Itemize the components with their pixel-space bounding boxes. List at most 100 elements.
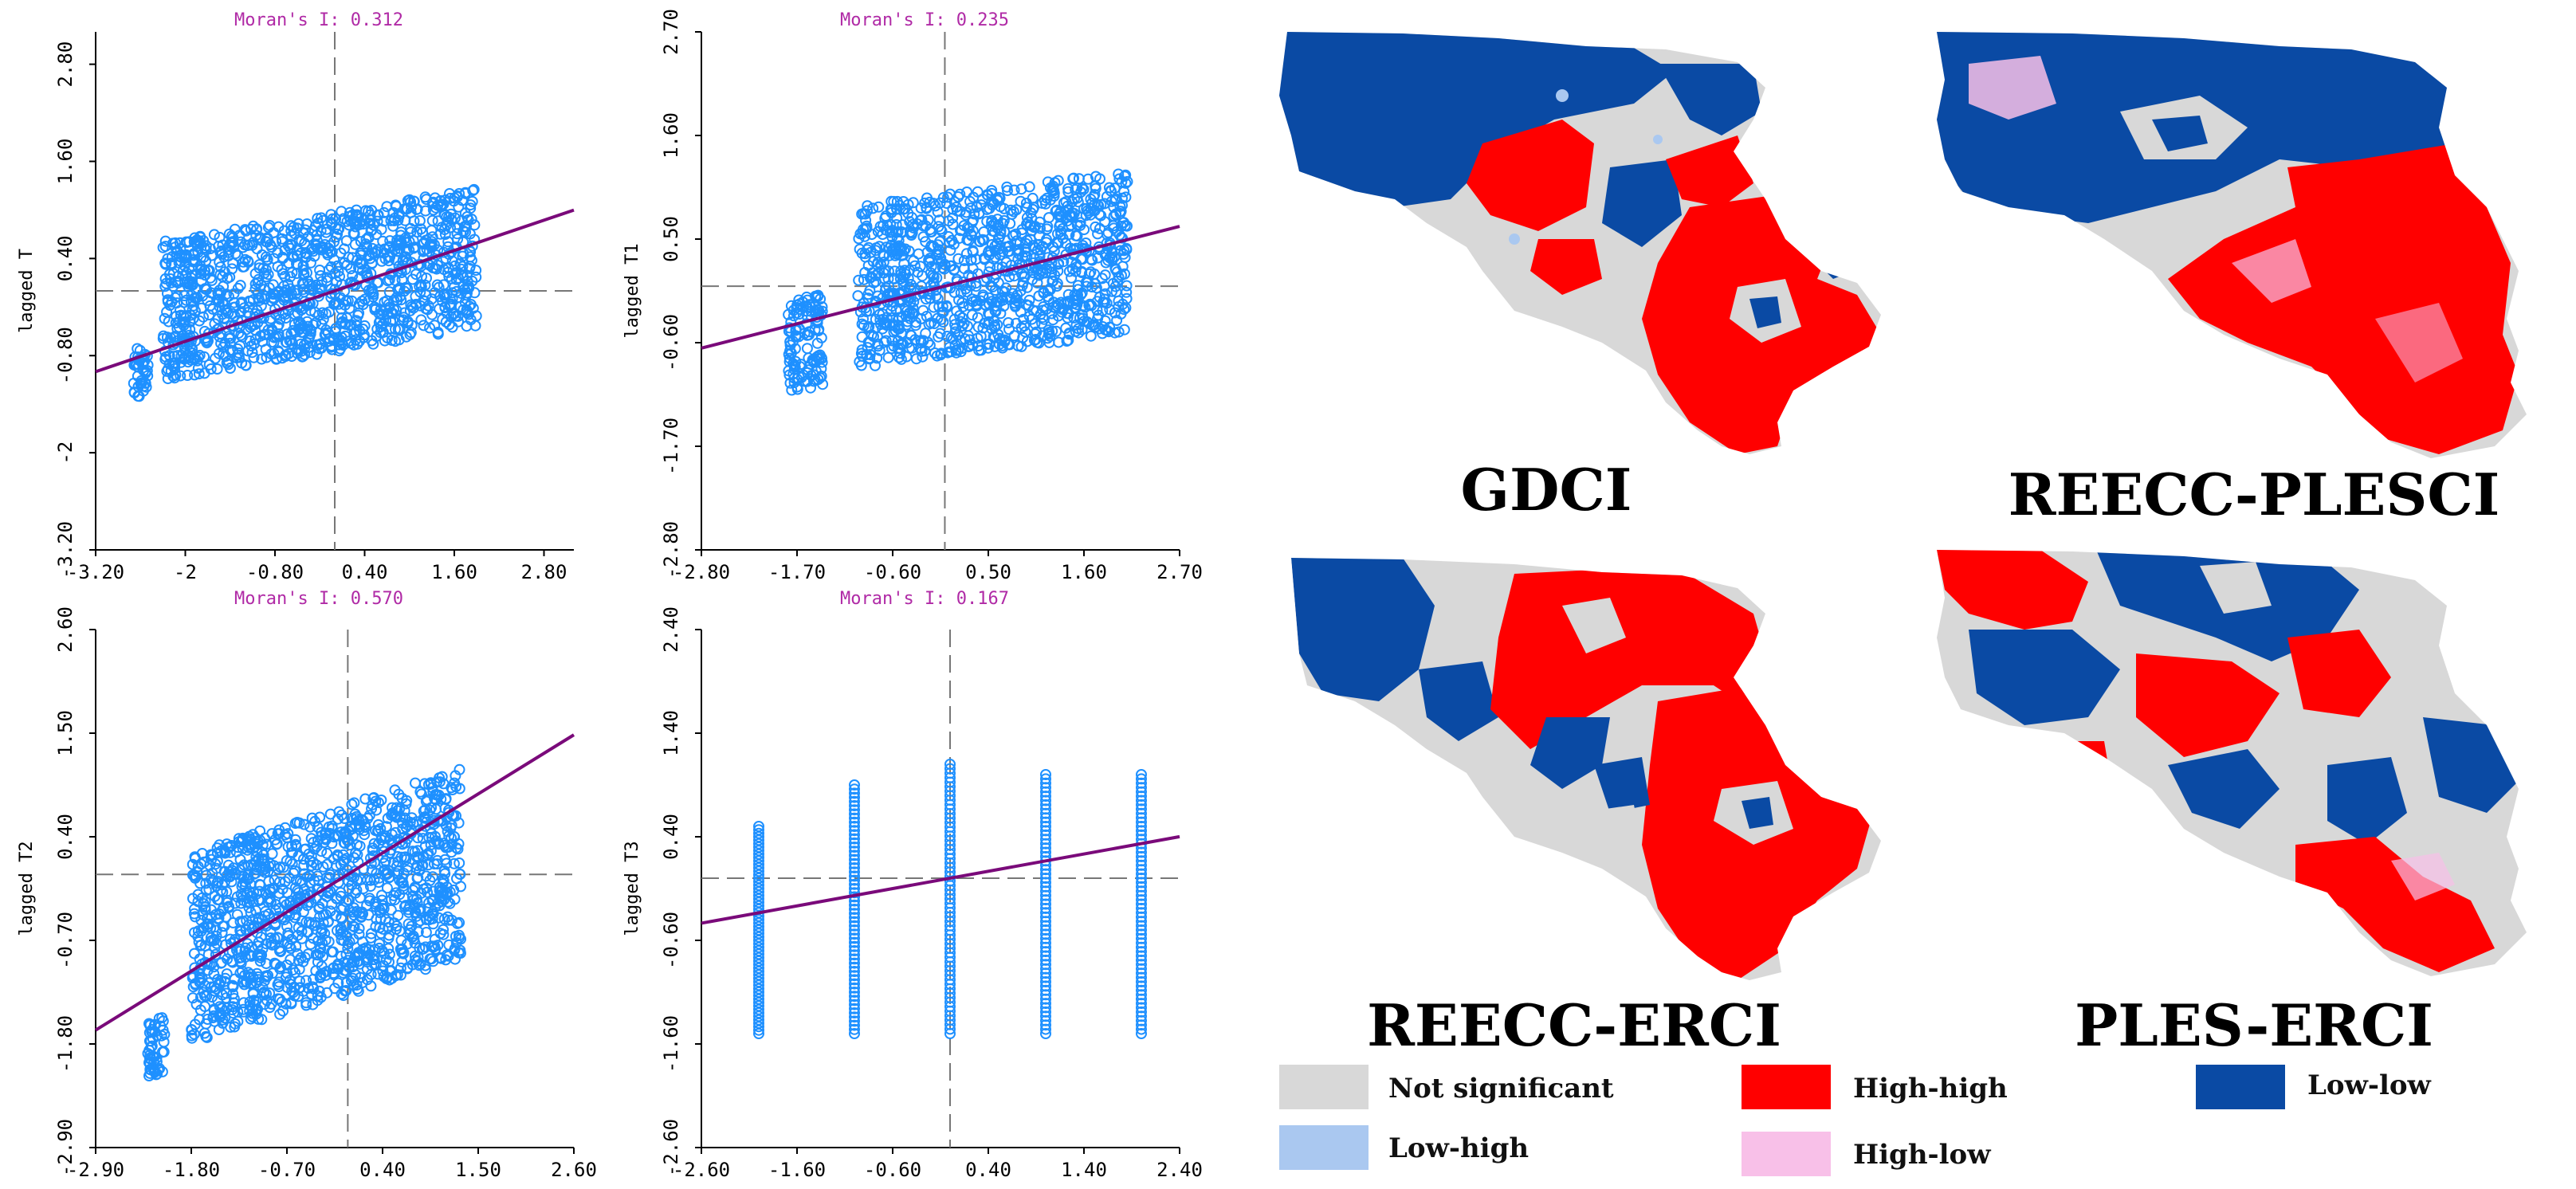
- scatter-point: [1109, 307, 1121, 319]
- scatter-point: [223, 331, 234, 343]
- scatter-point: [1136, 816, 1147, 828]
- scatter-point: [414, 865, 426, 877]
- scatter-point: [858, 313, 869, 325]
- scatter-point: [1039, 194, 1050, 206]
- scatter-point: [383, 929, 395, 941]
- scatter-point: [1009, 300, 1021, 312]
- scatter-point: [961, 320, 973, 332]
- scatter-point: [1040, 907, 1051, 919]
- scatter-point: [1040, 834, 1051, 846]
- scatter-point: [1136, 937, 1147, 949]
- scatter-point: [849, 953, 860, 965]
- scatter-point: [849, 853, 860, 865]
- scatter-point: [972, 312, 984, 324]
- scatter-point: [1040, 911, 1051, 923]
- scatter-point: [351, 983, 363, 995]
- scatter-point: [402, 918, 414, 930]
- scatter-point: [1040, 777, 1051, 789]
- scatter-point: [268, 253, 280, 265]
- scatter-point: [1086, 198, 1098, 209]
- scatter-point: [346, 799, 358, 810]
- scatter-point: [344, 320, 355, 332]
- scatter-point: [862, 336, 874, 348]
- scatter-point: [378, 846, 390, 857]
- scatter-point: [272, 993, 284, 1005]
- scatter-point: [1052, 175, 1064, 186]
- scatter-point: [465, 254, 477, 266]
- scatter-point: [374, 904, 386, 916]
- scatter-point: [404, 304, 416, 316]
- y-axis-label: lagged T2: [17, 841, 37, 936]
- scatter-point: [989, 284, 1001, 296]
- scatter-point: [1067, 297, 1079, 309]
- scatter-point: [443, 806, 455, 818]
- scatter-point: [394, 925, 406, 937]
- scatter-point: [453, 817, 465, 829]
- scatter-point: [200, 283, 212, 295]
- scatter-point: [864, 284, 876, 296]
- scatter-point: [849, 795, 860, 807]
- scatter-point: [212, 894, 223, 905]
- scatter-point: [1136, 786, 1147, 798]
- scatter-point: [1028, 335, 1040, 346]
- scatter-point: [190, 871, 202, 882]
- scatter-point: [272, 320, 284, 332]
- scatter-point: [849, 949, 860, 961]
- legend-swatch-not-significant: [1279, 1065, 1368, 1109]
- scatter-point: [999, 226, 1011, 237]
- scatter-point: [942, 191, 954, 203]
- scatter-point: [994, 192, 1006, 204]
- scatter-point: [791, 373, 803, 385]
- scatter-point: [300, 999, 312, 1011]
- scatter-point: [312, 822, 324, 834]
- scatter-point: [209, 985, 221, 997]
- x-tick-label: -1.80: [163, 1159, 220, 1181]
- scatter-point: [292, 885, 304, 897]
- scatter-point: [275, 946, 286, 958]
- scatter-point: [305, 244, 317, 255]
- scatter-point: [274, 876, 285, 888]
- scatter-point: [375, 822, 387, 834]
- scatter-point: [398, 892, 410, 904]
- scatter-point: [330, 860, 342, 872]
- scatter-point: [368, 838, 380, 850]
- scatter-point: [998, 202, 1010, 214]
- scatter-point: [253, 259, 265, 271]
- scatter-point: [311, 841, 323, 853]
- scatter-point: [419, 804, 431, 816]
- scatter-point: [446, 273, 457, 284]
- scatter-point: [882, 219, 893, 231]
- scatter-point: [339, 813, 351, 824]
- scatter-point: [1074, 217, 1086, 229]
- scatter-point: [253, 974, 265, 986]
- scatter-point: [849, 999, 860, 1010]
- scatter-point: [342, 943, 354, 955]
- x-tick-label: -3.20: [67, 561, 124, 583]
- scatter-point: [849, 866, 860, 878]
- scatter-point: [214, 977, 226, 989]
- scatter-point: [326, 246, 338, 258]
- scatter-point: [274, 1008, 286, 1020]
- scatter-point: [457, 270, 469, 282]
- scatter-point: [1078, 183, 1090, 195]
- scatter-point: [1092, 252, 1104, 264]
- scatter-point: [1003, 324, 1015, 336]
- regression-line: [94, 733, 575, 1032]
- scatter-point: [298, 268, 310, 280]
- y-tick-label: 0.40: [54, 235, 77, 281]
- scatter-point: [312, 949, 324, 961]
- scatter-point: [864, 349, 876, 360]
- scatter-point: [260, 251, 272, 263]
- scatter-point: [430, 794, 442, 806]
- scatter-point: [236, 331, 248, 343]
- scatter-point: [849, 816, 860, 828]
- scatter-point: [198, 987, 210, 999]
- scatter-point: [405, 226, 417, 238]
- scatter-point: [994, 296, 1006, 308]
- scatter-point: [753, 821, 764, 832]
- scatter-point: [434, 885, 446, 897]
- scatter-point: [899, 265, 911, 277]
- scatter-point: [937, 300, 948, 312]
- scatter-point: [906, 211, 918, 223]
- scatter-point: [230, 352, 242, 363]
